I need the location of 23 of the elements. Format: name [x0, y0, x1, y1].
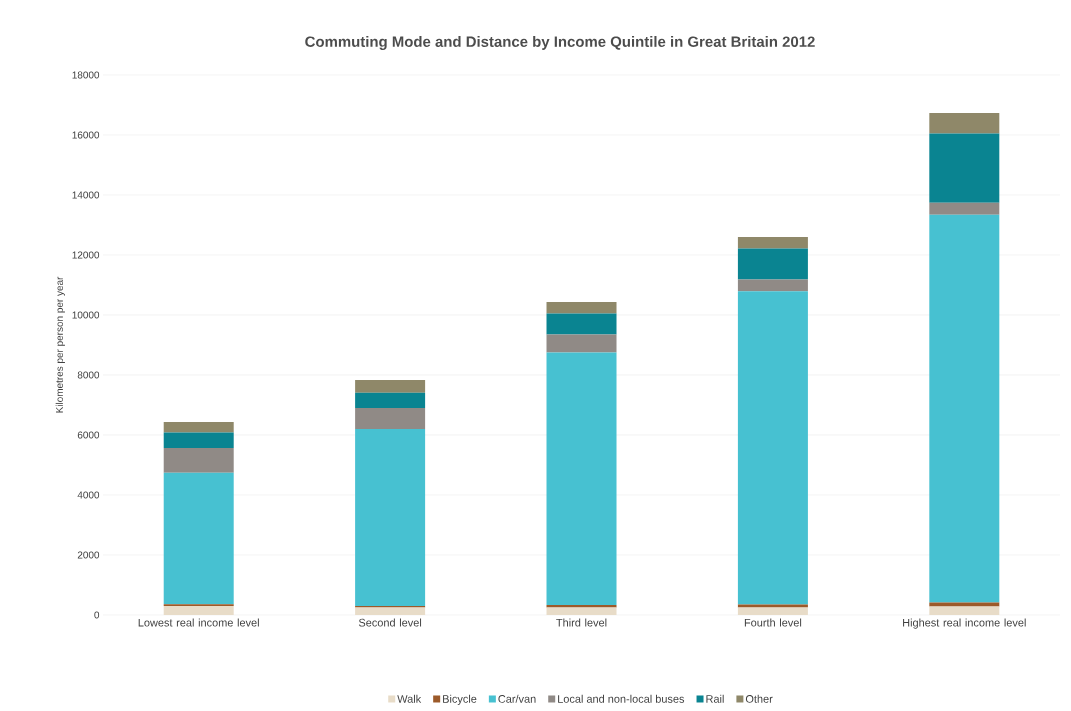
- y-tick-label: 12000: [72, 251, 100, 259]
- y-tick-label: 10000: [72, 311, 100, 319]
- chart-title: Commuting Mode and Distance by Income Quintile in Great Britain 2012: [305, 35, 815, 50]
- y-tick-label: 18000: [72, 71, 100, 79]
- x-tick-label: Third level: [556, 618, 607, 627]
- y-tick-label: 4000: [77, 491, 100, 499]
- legend-label: Rail: [706, 694, 724, 703]
- y-tick-label: 6000: [77, 431, 100, 439]
- legend-label: Bicycle: [443, 694, 477, 705]
- y-axis-title: Kilometres per person per year: [55, 276, 65, 413]
- legend-label: Local and non-local buses: [558, 694, 685, 703]
- y-tick-label: 16000: [72, 131, 100, 139]
- legend-label: Walk: [397, 694, 422, 703]
- x-tick-label: Highest real income level: [903, 618, 1026, 629]
- legend-label: Other: [745, 694, 773, 703]
- x-tick-label: Second level: [358, 618, 422, 627]
- y-tick-label: 8000: [77, 371, 100, 379]
- x-tick-label: Fourth level: [744, 618, 802, 627]
- y-tick-label: 2000: [77, 551, 100, 559]
- y-tick-label: 14000: [72, 191, 100, 199]
- x-tick-label: Lowest real income level: [138, 618, 259, 627]
- y-tick-label: 0: [94, 611, 100, 619]
- legend-label: Car/van: [498, 694, 536, 703]
